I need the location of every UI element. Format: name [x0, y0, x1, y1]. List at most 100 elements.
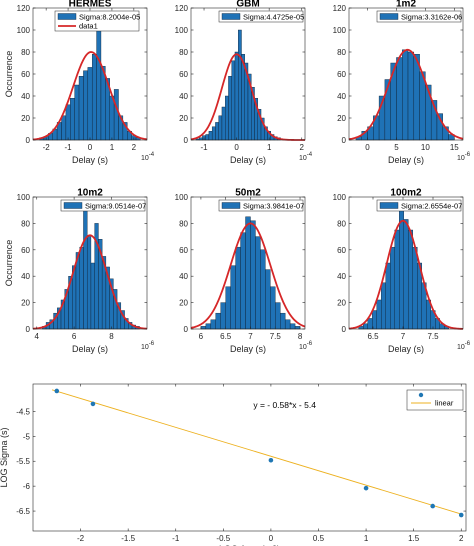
x-tick-label: -2 — [77, 534, 85, 543]
x-tick-label: 2 — [459, 534, 464, 543]
histogram-bar — [224, 95, 229, 141]
histogram-bar — [294, 326, 301, 330]
legend: linear — [406, 389, 464, 411]
legend-swatch-bar — [221, 13, 241, 20]
histogram-bar — [228, 75, 232, 141]
scatter-point — [90, 401, 96, 407]
x-tick-label: 8 — [109, 332, 114, 341]
fit-curve — [190, 222, 306, 329]
histogram-bar — [231, 60, 236, 141]
y-axis-label: Occurrence — [4, 51, 14, 98]
fit-curve — [32, 234, 148, 330]
y-tick-label: 80 — [21, 219, 30, 228]
y-tick-label: 60 — [21, 246, 30, 255]
histogram-bar — [74, 84, 80, 141]
legend-swatch-bar — [63, 202, 83, 209]
histogram-bar — [61, 115, 67, 141]
y-tick-label: 40 — [179, 272, 188, 281]
x-exponent-power: -4 — [149, 152, 155, 158]
y-tick-label: 100 — [175, 193, 189, 202]
y-tick-label: 100 — [17, 193, 31, 202]
y-tick-label: 120 — [175, 4, 189, 13]
y-tick-label: 40 — [337, 272, 346, 281]
panel-title: 100m2 — [390, 188, 422, 199]
x-tick-label: 8 — [298, 332, 303, 341]
histogram-bar — [109, 95, 115, 141]
y-tick-label: 120 — [333, 4, 347, 13]
y-tick-label: 0 — [184, 325, 189, 334]
histogram-bar — [208, 130, 213, 141]
histogram-bar — [230, 265, 236, 330]
legend: Sigma:9.0514e-07 — [60, 199, 146, 212]
axes-frame — [32, 196, 148, 330]
x-tick-label: 2 — [132, 143, 137, 152]
y-tick-label: 20 — [337, 114, 346, 123]
y-tick-label: 120 — [17, 4, 31, 13]
histogram-bar — [381, 282, 386, 330]
x-exponent-power: -6 — [465, 152, 471, 158]
legend-label: Sigma:2.6554e-07 — [401, 202, 462, 211]
x-axis-label: Delay (s) — [388, 155, 424, 165]
legend-box — [218, 199, 304, 212]
histogram-bar — [245, 216, 251, 330]
histogram-bar — [367, 318, 373, 330]
y-tick-label: 0 — [342, 325, 347, 334]
x-tick-label: 0 — [269, 534, 274, 543]
histogram-bar — [70, 97, 75, 141]
legend-swatch-bar — [57, 13, 77, 20]
y-tick-label: -5.5 — [16, 457, 30, 466]
x-tick-label: 7.5 — [270, 332, 282, 341]
x-tick-label: 2 — [300, 143, 305, 152]
y-tick-label: 40 — [179, 92, 188, 101]
legend-label: linear — [435, 399, 454, 408]
y-tick-label: 40 — [21, 92, 30, 101]
panel-6: 6.5 7 7.5 0 20 40 60 80 100 10-6 100m2 Delay (s) Sig… — [333, 188, 471, 355]
x-tick-label: 0 — [234, 143, 239, 152]
x-tick-label: -1 — [65, 143, 73, 152]
histogram-bar — [402, 49, 409, 141]
x-tick-label: 10 — [421, 143, 430, 152]
histogram-bar — [96, 29, 102, 141]
y-tick-label: -5 — [23, 432, 31, 441]
x-exponent-power: -6 — [149, 341, 155, 347]
histogram-bar — [100, 66, 106, 141]
legend-label: Sigma:8.2004e-05 — [79, 13, 140, 22]
histogram-bar — [211, 126, 216, 141]
histogram-bar — [407, 51, 415, 141]
y-tick-label: 40 — [337, 92, 346, 101]
legend-label: Sigma:4.4725e-05 — [243, 13, 304, 22]
histogram-bar — [221, 106, 226, 141]
y-tick-label: 60 — [337, 70, 346, 79]
histogram-bar — [390, 246, 395, 330]
histogram-bar — [238, 29, 242, 141]
panel-title: HERMES — [69, 0, 112, 10]
scatter-point — [430, 503, 435, 509]
histogram-bar — [215, 122, 219, 141]
plot-area — [33, 384, 466, 531]
histogram-bar — [255, 236, 261, 330]
histogram-bar — [218, 115, 223, 141]
axes-frame — [348, 196, 464, 330]
x-tick-label: 6.5 — [367, 332, 379, 341]
fit-curve — [348, 219, 464, 330]
x-tick-label: -1 — [172, 534, 180, 543]
x-exponent-power: -4 — [307, 152, 313, 158]
histogram-bar — [372, 310, 377, 330]
legend-box — [60, 199, 146, 212]
histogram-bar — [90, 262, 95, 330]
histogram-bar — [408, 229, 413, 330]
legend-box — [218, 10, 304, 23]
histogram-bar — [79, 246, 84, 330]
x-axis-label: LOG Area (m2) — [219, 544, 280, 546]
x-axis-label: Delay (s) — [388, 344, 424, 354]
histogram-bar — [205, 323, 212, 330]
x-tick-label: -1.5 — [121, 534, 135, 543]
histogram-bar — [412, 246, 418, 330]
y-tick-label: -6 — [23, 482, 31, 491]
histogram-bar — [113, 89, 119, 141]
panel-7: y = - 0.58*x - 5.4 -2 -1.5 -1 -0.5 0 0.5 1 1.5 2 -… — [0, 383, 467, 546]
axes-frame — [32, 383, 467, 532]
